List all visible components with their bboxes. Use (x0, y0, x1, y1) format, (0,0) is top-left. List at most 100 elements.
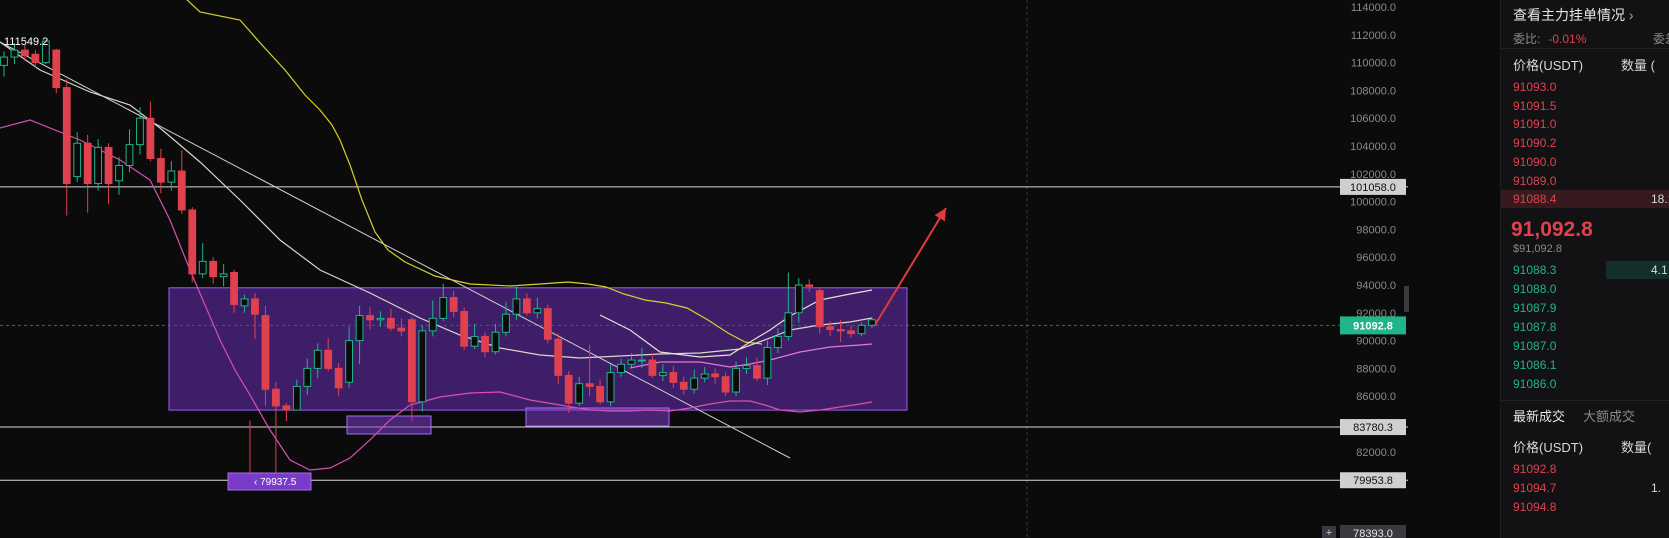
candle-body (115, 164, 123, 182)
order-price[interactable]: 91094.8 (1513, 500, 1557, 514)
order-price[interactable]: 91087.0 (1513, 339, 1557, 353)
candle-body (585, 383, 594, 387)
candle-body (627, 359, 636, 365)
main-orders-title[interactable]: 查看主力挂单情况 (1513, 7, 1625, 23)
candles (0, 40, 876, 477)
candle-body (31, 53, 40, 64)
candle-body (554, 338, 563, 376)
current-price-label: 91092.8 (1353, 320, 1393, 332)
candle-body (617, 363, 625, 374)
add-icon-bg (1322, 526, 1336, 538)
candle-body (21, 49, 29, 57)
tab-latest-trades[interactable]: 最新成交 (1513, 409, 1566, 424)
order-price[interactable]: 91087.8 (1513, 320, 1557, 334)
ratio-tail: 委差 (1653, 32, 1669, 46)
order-price[interactable]: 91093.0 (1513, 80, 1557, 94)
trades-tabs: 最新成交 大额成交 (1513, 406, 1635, 425)
last-price-usd: $91,092.8 (1513, 243, 1562, 255)
order-price[interactable]: 91091.5 (1513, 98, 1557, 113)
price-tag-bg (1340, 472, 1406, 489)
axis-tick-label: 112000.0 (1351, 30, 1396, 42)
current-price-tag (1340, 316, 1406, 335)
main-orders-link[interactable]: 查看主力挂单情况 › (1513, 5, 1634, 25)
order-price[interactable]: 91088.4 (1513, 192, 1557, 207)
candle-body (209, 260, 218, 278)
candle-body (251, 298, 259, 315)
order-price[interactable]: 91087.9 (1513, 301, 1557, 315)
order-price[interactable]: 91086.1 (1513, 358, 1557, 372)
candle-body (198, 260, 207, 275)
candle-body (815, 290, 824, 328)
candle-body (125, 144, 134, 166)
candle-body (857, 324, 866, 335)
ma-white-line (0, 41, 873, 359)
candle-body (261, 315, 270, 390)
candle-body (428, 317, 437, 332)
ratio-value: -0.01% (1548, 32, 1587, 46)
axis-tick-label: 110000.0 (1351, 58, 1396, 70)
indicator-lines (0, 0, 873, 471)
order-qty: 4.1 (1651, 263, 1668, 277)
order-price[interactable]: 91088.3 (1513, 263, 1557, 277)
axis-tick-label: 86000.0 (1356, 391, 1396, 403)
candle-body (52, 49, 61, 89)
axis-tick-label: 82000.0 (1356, 447, 1396, 459)
order-price[interactable]: 91088.0 (1513, 282, 1557, 296)
order-price[interactable]: 91094.7 (1513, 481, 1557, 495)
candle-body (282, 405, 291, 411)
low-price-label: ‹ 79937.5 (254, 477, 297, 488)
axis-tick-label: 90000.0 (1356, 336, 1396, 348)
price-chart[interactable]: 111549.2 ‹ 79937.5 114000.0 112000.0 110000… (0, 0, 1500, 538)
order-price[interactable]: 91089.0 (1513, 173, 1557, 188)
order-price[interactable]: 91090.2 (1513, 136, 1557, 151)
candle-body (188, 209, 197, 275)
candle-body (669, 372, 678, 383)
candle-body (543, 308, 552, 340)
candle-body (219, 273, 228, 278)
candle-body (83, 142, 92, 185)
candle-body (721, 376, 730, 393)
price-tag-label: 101058.0 (1350, 182, 1396, 194)
candle-body (522, 298, 531, 314)
trades-qty-header: 数量( (1621, 440, 1652, 455)
divider (1501, 400, 1669, 401)
axis-tick-label: 114000.0 (1351, 2, 1396, 14)
candle-body (596, 385, 604, 403)
candle-body (460, 310, 469, 347)
order-price[interactable]: 91086.0 (1513, 377, 1557, 391)
depth-bar (1606, 261, 1669, 279)
ratio-label: 委比: (1513, 32, 1541, 46)
candle-body (690, 377, 699, 390)
arrow-head-icon (934, 208, 946, 222)
candle-body (345, 340, 354, 383)
order-price[interactable]: 91090.0 (1513, 154, 1557, 169)
order-qty: 1. (1651, 481, 1662, 495)
price-tag-bg (1340, 419, 1406, 436)
candle-body (606, 372, 615, 403)
candle-body (512, 298, 521, 315)
candle-body (638, 359, 646, 362)
candle-body (491, 331, 500, 353)
divider (1501, 48, 1669, 49)
order-price[interactable]: 91092.8 (1513, 462, 1557, 476)
candle-body (564, 374, 573, 404)
price-tag-label: 83780.3 (1353, 422, 1393, 434)
candle-body (136, 117, 144, 146)
candle-body (763, 347, 772, 379)
axis-tick-label: 108000.0 (1350, 85, 1396, 97)
candle-body (387, 317, 395, 329)
candle-body (648, 359, 657, 376)
tab-large-trades[interactable]: 大额成交 (1583, 409, 1636, 424)
candle-body (177, 170, 186, 211)
annotations: 111549.2 ‹ 79937.5 (4, 36, 947, 491)
trend-arrow-line (874, 207, 947, 326)
chevron-right-icon: › (1628, 7, 1634, 23)
order-price[interactable]: 91091.0 (1513, 117, 1557, 132)
candle-body (303, 367, 312, 387)
candle-body (167, 170, 176, 183)
high-price-label: 111549.2 (4, 36, 48, 48)
candle-body (502, 313, 510, 333)
bottom-price-label: 78393.0 (1353, 528, 1393, 538)
candle-body (334, 367, 343, 389)
ask-qty-header: 数量 ( (1621, 58, 1655, 73)
